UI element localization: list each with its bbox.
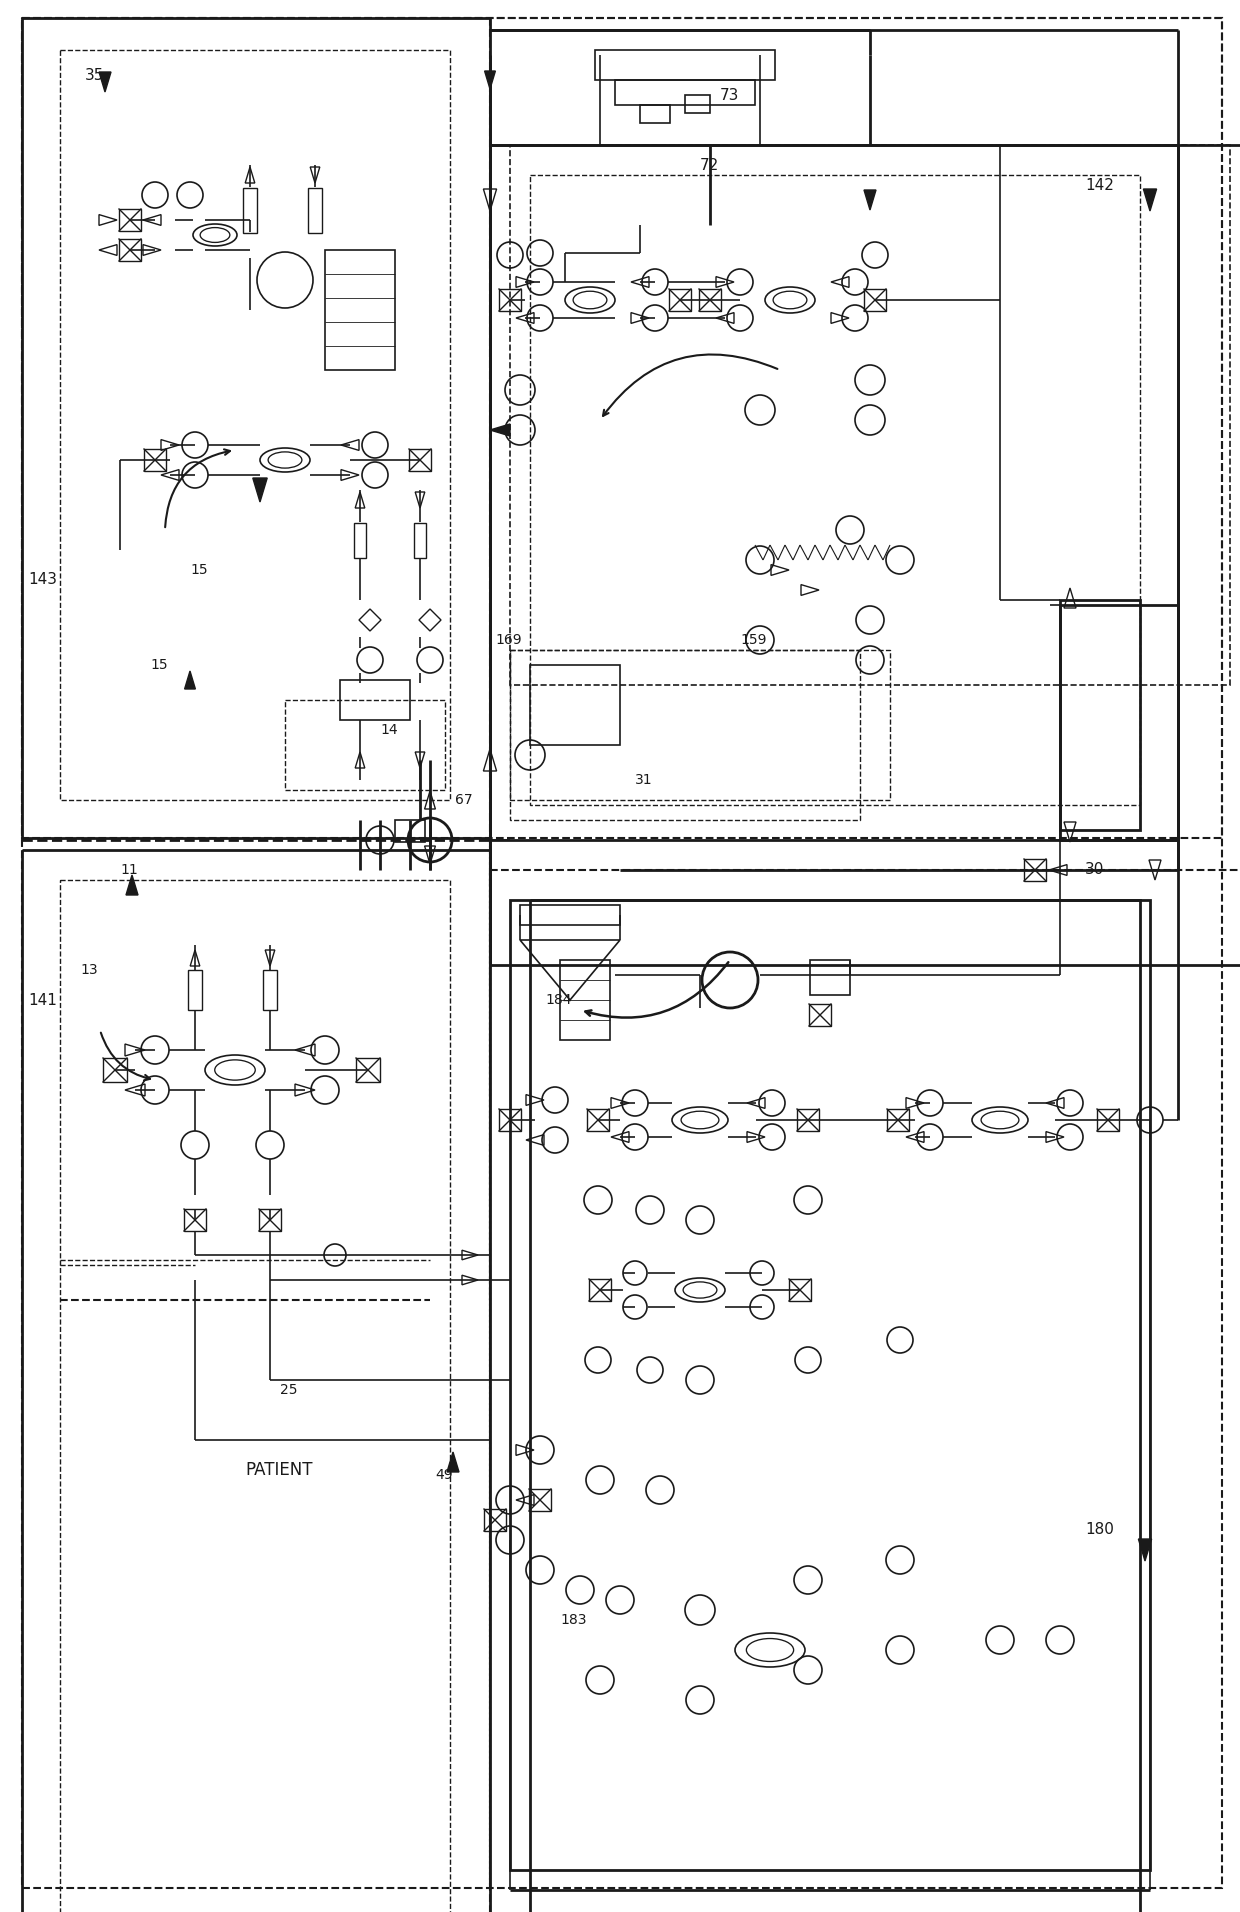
Bar xyxy=(529,665,620,746)
Polygon shape xyxy=(99,73,112,92)
Bar xyxy=(1060,604,1178,839)
Bar xyxy=(520,904,620,925)
Text: 143: 143 xyxy=(29,572,57,587)
Text: 14: 14 xyxy=(379,723,398,736)
Text: 31: 31 xyxy=(635,772,652,788)
Bar xyxy=(103,1057,126,1082)
Text: 30: 30 xyxy=(1085,862,1105,878)
Bar xyxy=(263,969,277,1010)
Text: PATIENT: PATIENT xyxy=(246,1461,312,1480)
Text: 141: 141 xyxy=(29,992,57,1008)
Bar xyxy=(529,901,1140,1912)
Polygon shape xyxy=(490,424,510,436)
Bar xyxy=(285,700,445,790)
Bar xyxy=(340,681,410,721)
Polygon shape xyxy=(485,71,496,90)
Bar xyxy=(414,522,427,558)
Bar xyxy=(789,1279,811,1300)
Polygon shape xyxy=(1143,189,1157,210)
Bar xyxy=(119,239,141,262)
Text: 73: 73 xyxy=(720,88,739,103)
Text: 180: 180 xyxy=(1085,1522,1114,1537)
Text: 169: 169 xyxy=(495,633,522,646)
Bar xyxy=(308,187,322,233)
Text: 15: 15 xyxy=(190,562,207,577)
Bar xyxy=(356,1057,379,1082)
Polygon shape xyxy=(446,1451,459,1472)
Text: 184: 184 xyxy=(546,992,572,1008)
Polygon shape xyxy=(253,478,267,503)
Text: 49: 49 xyxy=(435,1468,453,1482)
Bar xyxy=(22,851,490,1912)
Text: 25: 25 xyxy=(280,1382,298,1398)
Polygon shape xyxy=(185,671,196,688)
Bar xyxy=(22,17,1221,837)
Bar xyxy=(510,901,1149,1870)
Bar xyxy=(396,820,425,841)
Bar xyxy=(353,522,366,558)
Bar xyxy=(409,449,432,470)
Bar xyxy=(887,1109,909,1132)
Text: 15: 15 xyxy=(150,658,167,671)
Bar xyxy=(498,1109,521,1132)
Bar xyxy=(595,50,775,80)
Bar xyxy=(615,80,755,105)
Bar xyxy=(1060,600,1140,830)
Bar xyxy=(325,250,396,371)
Bar xyxy=(498,289,521,312)
Bar xyxy=(797,1109,818,1132)
Bar xyxy=(259,1208,281,1231)
Bar xyxy=(589,1279,611,1300)
Text: 67: 67 xyxy=(455,793,472,807)
Bar xyxy=(587,1109,609,1132)
Text: 159: 159 xyxy=(740,633,766,646)
Text: 35: 35 xyxy=(86,67,104,82)
Bar xyxy=(1024,858,1047,881)
Bar xyxy=(529,1489,551,1510)
Bar xyxy=(864,289,887,312)
Text: 142: 142 xyxy=(1085,178,1114,193)
Bar xyxy=(699,289,720,312)
Bar xyxy=(510,650,861,820)
Bar xyxy=(243,187,257,233)
Bar xyxy=(560,960,610,1040)
Bar xyxy=(490,145,1240,966)
Bar xyxy=(510,650,890,799)
Bar xyxy=(810,960,849,994)
Text: 13: 13 xyxy=(81,964,98,977)
Polygon shape xyxy=(864,189,875,210)
Text: 183: 183 xyxy=(560,1614,587,1627)
Bar xyxy=(119,208,141,231)
Bar xyxy=(144,449,166,470)
Bar xyxy=(670,289,691,312)
Polygon shape xyxy=(1138,1539,1152,1560)
Bar xyxy=(1097,1109,1118,1132)
Bar xyxy=(510,145,1230,684)
Polygon shape xyxy=(126,876,138,895)
Bar xyxy=(484,1509,506,1532)
Bar xyxy=(188,969,202,1010)
Bar xyxy=(684,96,711,113)
Bar xyxy=(640,105,670,122)
Bar xyxy=(60,50,450,799)
Bar xyxy=(808,1004,831,1027)
Text: 11: 11 xyxy=(120,862,138,878)
Bar xyxy=(22,17,490,837)
Text: 72: 72 xyxy=(701,157,719,172)
Bar xyxy=(184,1208,206,1231)
Bar xyxy=(529,176,1140,805)
Bar xyxy=(60,880,450,1912)
